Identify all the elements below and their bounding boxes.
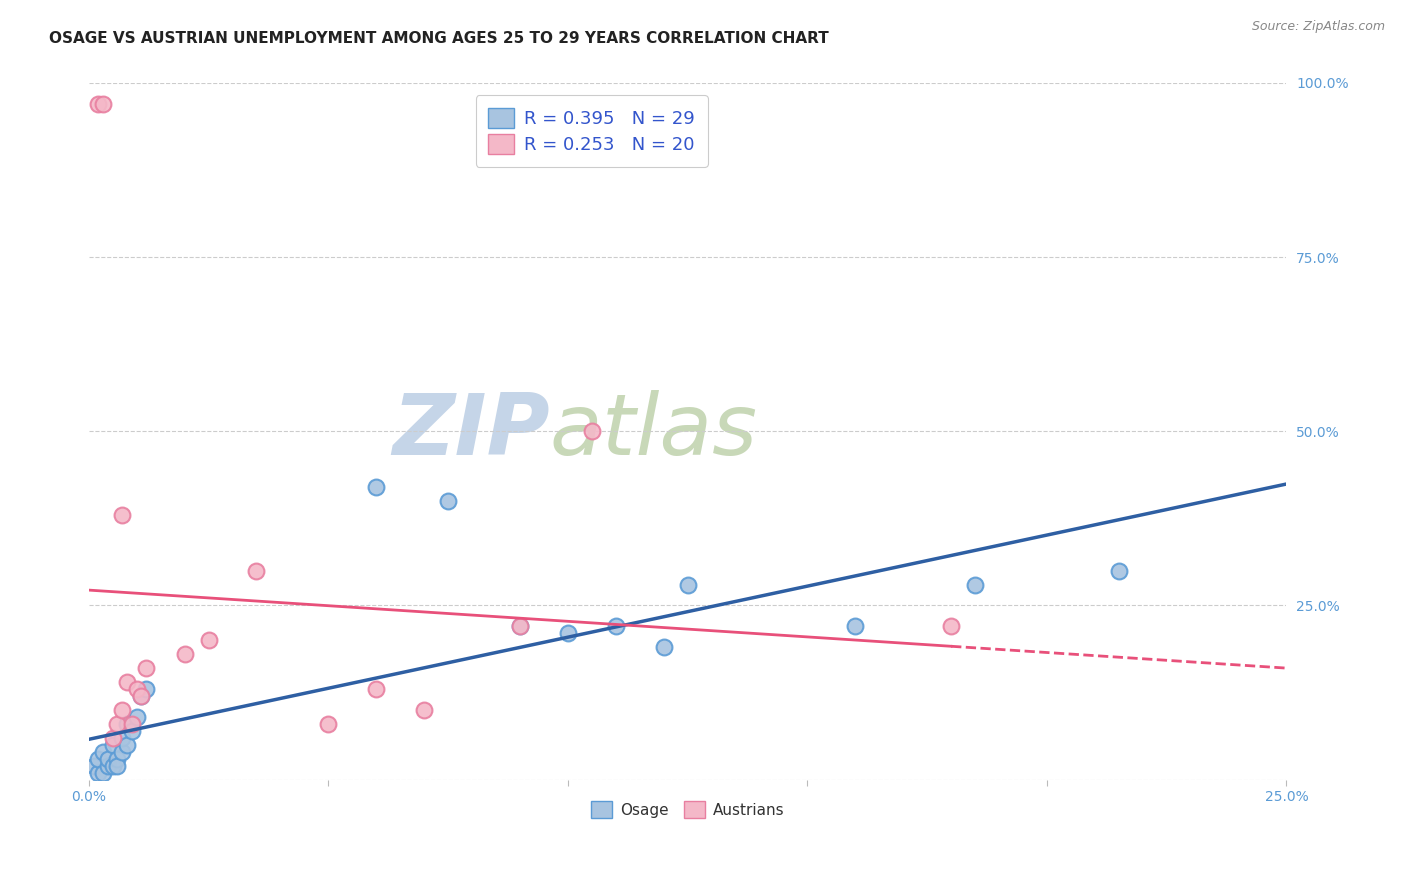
Point (87, 765, 110, 780)
Point (605, 619, 627, 633)
Point (676, 577, 699, 591)
Point (107, 758, 129, 772)
Point (965, 577, 987, 591)
Point (1108, 564, 1130, 578)
Point (121, 723, 143, 738)
Point (366, 480, 388, 494)
Point (83, 758, 105, 772)
Point (97, 752, 120, 766)
Point (87, 752, 110, 766)
Point (509, 619, 531, 633)
Point (844, 619, 866, 633)
Point (121, 717, 143, 731)
Point (115, 675, 138, 690)
Point (939, 619, 962, 633)
Point (557, 626, 579, 640)
Point (245, 564, 267, 578)
Point (581, 424, 603, 438)
Text: ZIP: ZIP (392, 390, 550, 473)
Point (509, 619, 531, 633)
Text: atlas: atlas (550, 390, 758, 473)
Point (87, 96, 110, 111)
Point (125, 710, 148, 724)
Point (107, 752, 129, 766)
Point (111, 731, 134, 745)
Point (316, 717, 339, 731)
Point (131, 689, 153, 703)
Point (115, 717, 138, 731)
Point (91, 765, 114, 780)
Point (111, 703, 134, 717)
Point (652, 640, 675, 655)
Point (91, 745, 114, 759)
Point (125, 681, 148, 696)
Point (173, 647, 195, 661)
Point (101, 738, 124, 752)
Point (135, 681, 157, 696)
Point (91, 96, 114, 111)
Text: Source: ZipAtlas.com: Source: ZipAtlas.com (1251, 20, 1385, 33)
Point (107, 717, 129, 731)
Point (97, 758, 120, 772)
Point (101, 731, 124, 745)
Point (111, 508, 134, 522)
Point (437, 494, 460, 508)
Point (197, 633, 219, 648)
Point (413, 703, 436, 717)
Point (101, 758, 124, 772)
Legend: Osage, Austrians: Osage, Austrians (585, 796, 790, 824)
Point (135, 661, 157, 675)
Point (366, 681, 388, 696)
Text: OSAGE VS AUSTRIAN UNEMPLOYMENT AMONG AGES 25 TO 29 YEARS CORRELATION CHART: OSAGE VS AUSTRIAN UNEMPLOYMENT AMONG AGE… (49, 31, 830, 46)
Point (111, 745, 134, 759)
Point (131, 689, 153, 703)
Point (115, 738, 138, 752)
